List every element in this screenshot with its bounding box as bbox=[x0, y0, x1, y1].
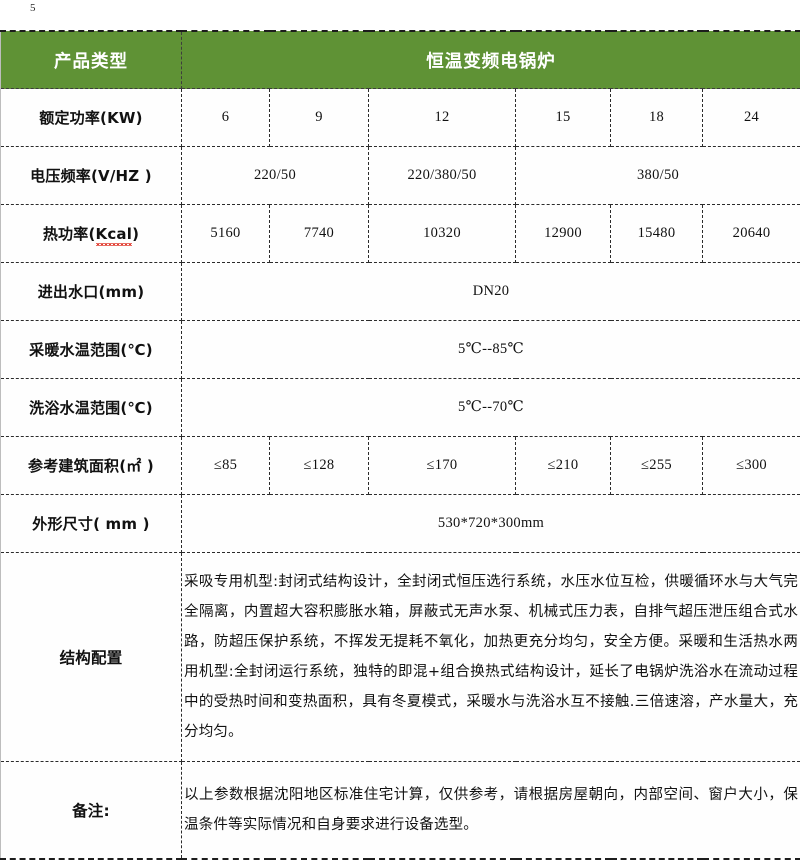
table-header-row: 产品类型 恒温变频电锅炉 bbox=[0, 30, 800, 89]
cell-structure-config-text: 采吸专用机型:封闭式结构设计，全封闭式恒压选行系统，水压水位互检，供暖循环水与大… bbox=[180, 552, 800, 762]
cell-heating-temp-range-value: 5℃--85℃ bbox=[180, 320, 800, 379]
cell-rated-power-6: 24 bbox=[701, 88, 800, 147]
cell-voltage-frequency-2: 220/380/50 bbox=[368, 146, 516, 205]
table-row-bathing-temp-range: 洗浴水温范围(℃) 5℃--70℃ bbox=[0, 378, 800, 437]
cell-bathing-temp-range-value: 5℃--70℃ bbox=[180, 378, 800, 437]
cell-reference-area-6: ≤300 bbox=[701, 436, 800, 495]
table-row-reference-area: 参考建筑面积(㎡ ) ≤85 ≤128 ≤170 ≤210 ≤255 ≤300 bbox=[0, 436, 800, 495]
table-row-voltage-frequency: 电压频率(V/HZ ) 220/50 220/380/50 380/50 bbox=[0, 146, 800, 205]
row-label-remarks: 备注: bbox=[0, 761, 182, 860]
table-row-structure-config: 结构配置 采吸专用机型:封闭式结构设计，全封闭式恒压选行系统，水压水位互检，供暖… bbox=[0, 552, 800, 762]
row-label-dimensions: 外形尺寸( mm ) bbox=[0, 494, 182, 553]
row-label-reference-area-prefix: 参考建筑面积(㎡ bbox=[28, 457, 142, 475]
table-row-rated-power: 额定功率(KW) 6 9 12 15 18 24 bbox=[0, 88, 800, 147]
cell-reference-area-4: ≤210 bbox=[515, 436, 611, 495]
cell-thermal-power-1: 5160 bbox=[181, 204, 270, 263]
remarks-paragraph: 以上参数根据沈阳地区标准住宅计算，仅供参考，请根据房屋朝向，内部空间、窗户大小，… bbox=[184, 787, 799, 833]
header-cell-product-name: 恒温变频电锅炉 bbox=[180, 30, 800, 89]
cell-rated-power-4: 15 bbox=[515, 88, 611, 147]
row-label-thermal-power-suffix: ) bbox=[132, 225, 140, 243]
table-row-water-port: 进出水口(mm) DN20 bbox=[0, 262, 800, 321]
cell-reference-area-5: ≤255 bbox=[610, 436, 703, 495]
cell-thermal-power-4: 12900 bbox=[515, 204, 611, 263]
cell-thermal-power-6: 20640 bbox=[701, 204, 800, 263]
header-cell-product-type: 产品类型 bbox=[0, 30, 182, 89]
cell-reference-area-1: ≤85 bbox=[181, 436, 270, 495]
row-label-voltage-frequency: 电压频率(V/HZ ) bbox=[0, 146, 182, 205]
row-label-water-port: 进出水口(mm) bbox=[0, 262, 182, 321]
product-spec-table: 产品类型 恒温变频电锅炉 额定功率(KW) 6 9 12 15 18 24 电压… bbox=[0, 30, 800, 860]
cell-reference-area-3: ≤170 bbox=[368, 436, 516, 495]
table-row-remarks: 备注: 以上参数根据沈阳地区标准住宅计算，仅供参考，请根据房屋朝向，内部空间、窗… bbox=[0, 761, 800, 860]
row-label-heating-temp-range: 采暖水温范围(℃) bbox=[0, 320, 182, 379]
page-number: 5 bbox=[30, 2, 36, 14]
cell-thermal-power-3: 10320 bbox=[368, 204, 516, 263]
cell-rated-power-3: 12 bbox=[368, 88, 516, 147]
cell-thermal-power-2: 7740 bbox=[269, 204, 369, 263]
spec-table-container: 产品类型 恒温变频电锅炉 额定功率(KW) 6 9 12 15 18 24 电压… bbox=[0, 30, 800, 860]
cell-voltage-frequency-1: 220/50 bbox=[181, 146, 369, 205]
cell-dimensions-value: 530*720*300mm bbox=[180, 494, 800, 553]
cell-water-port-value: DN20 bbox=[180, 262, 800, 321]
structure-config-paragraph: 采吸专用机型:封闭式结构设计，全封闭式恒压选行系统，水压水位互检，供暖循环水与大… bbox=[184, 574, 799, 740]
cell-rated-power-1: 6 bbox=[181, 88, 270, 147]
cell-voltage-frequency-3: 380/50 bbox=[514, 146, 800, 205]
table-row-dimensions: 外形尺寸( mm ) 530*720*300mm bbox=[0, 494, 800, 553]
row-label-bathing-temp-range: 洗浴水温范围(℃) bbox=[0, 378, 182, 437]
cell-thermal-power-5: 15480 bbox=[610, 204, 703, 263]
row-label-rated-power: 额定功率(KW) bbox=[0, 88, 182, 147]
cell-rated-power-5: 18 bbox=[610, 88, 703, 147]
cell-reference-area-2: ≤128 bbox=[269, 436, 369, 495]
cell-remarks-text: 以上参数根据沈阳地区标准住宅计算，仅供参考，请根据房屋朝向，内部空间、窗户大小，… bbox=[180, 761, 800, 860]
row-label-reference-area-suffix: ) bbox=[141, 457, 154, 475]
row-label-thermal-power-prefix: 热功率( bbox=[42, 225, 96, 243]
row-label-structure-config: 结构配置 bbox=[0, 552, 182, 762]
row-label-thermal-power-misspelled: Kcal bbox=[95, 225, 133, 246]
cell-rated-power-2: 9 bbox=[269, 88, 369, 147]
row-label-thermal-power: 热功率(Kcal) bbox=[0, 204, 182, 263]
table-row-thermal-power: 热功率(Kcal) 5160 7740 10320 12900 15480 20… bbox=[0, 204, 800, 263]
table-row-heating-temp-range: 采暖水温范围(℃) 5℃--85℃ bbox=[0, 320, 800, 379]
row-label-reference-area: 参考建筑面积(㎡ ) bbox=[0, 436, 182, 495]
